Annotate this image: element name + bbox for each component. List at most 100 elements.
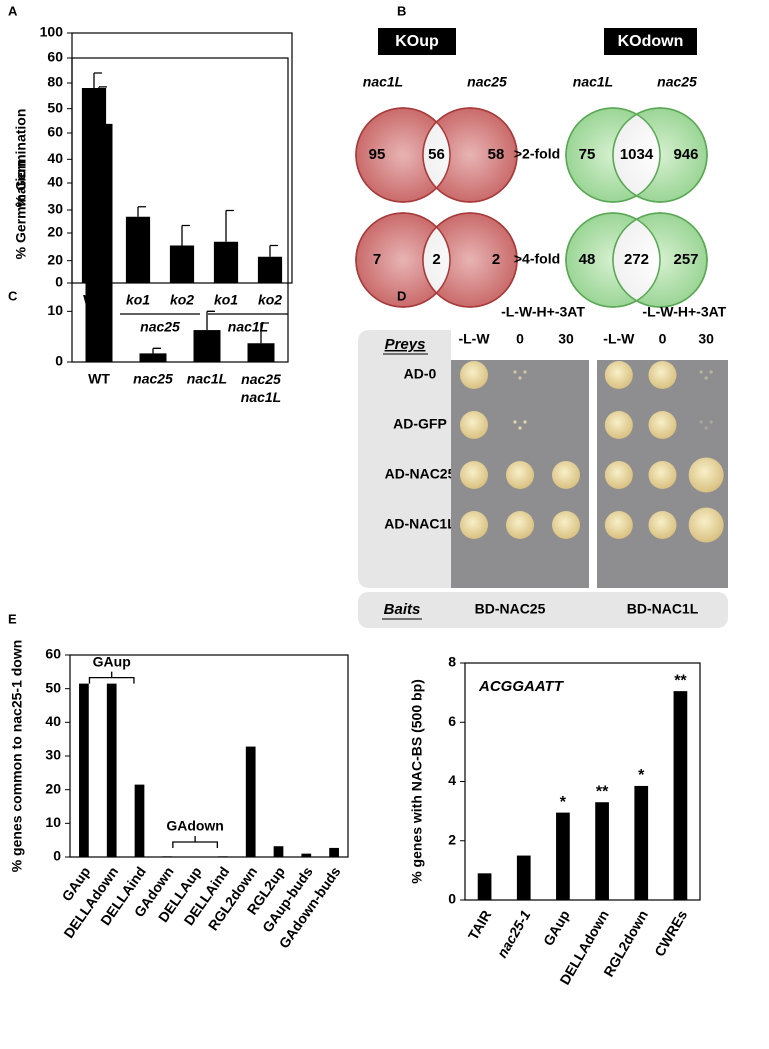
baits-label: Baits: [384, 601, 421, 618]
error-bar: [98, 86, 107, 124]
colony-speck: [523, 420, 527, 424]
x-tick-label: nac1L: [187, 371, 227, 387]
y-tick-label: 0: [448, 891, 456, 907]
error-bar: [93, 72, 102, 88]
colony: [604, 361, 633, 389]
media-header: -L-W-H+-3AT: [501, 304, 585, 320]
colony-speck: [518, 376, 522, 380]
x-tick-label: ko2: [170, 292, 194, 308]
conc-label: 30: [698, 331, 714, 347]
significance-label: *: [560, 794, 567, 811]
group-label: nac25: [140, 319, 180, 335]
colony: [604, 511, 633, 539]
error-bar: [225, 209, 234, 242]
venn-outline: [565, 107, 661, 203]
venn-count: 56: [428, 146, 445, 163]
y-tick-label: 6: [448, 713, 456, 729]
y-axis-label: % genes with NAC-BS (500 bp): [409, 679, 425, 884]
conc-label: 0: [659, 331, 667, 347]
y-axis-label: % genes common to nac25-1 down: [9, 640, 25, 873]
header-box: [378, 28, 456, 55]
colony: [506, 511, 534, 539]
y-tick-label: 80: [47, 74, 63, 90]
y-tick-label: 20: [45, 780, 61, 796]
y-tick-label: 30: [47, 201, 63, 217]
venn-count: 272: [624, 251, 649, 268]
x-tick-label: nac25 nac1L: [241, 371, 281, 405]
colony-speck: [704, 376, 708, 380]
bracket: [88, 671, 135, 684]
bar: [218, 856, 228, 857]
colony-speck: [699, 420, 703, 424]
venn-outline: [565, 212, 661, 308]
bar: [85, 123, 113, 362]
y-tick-label: 20: [47, 224, 63, 240]
colony-speck: [518, 426, 522, 430]
conc-label: 0: [516, 331, 524, 347]
x-tick-label: ko1: [214, 292, 238, 308]
colony: [648, 461, 677, 489]
error-bar: [152, 347, 161, 354]
header-box: [604, 28, 697, 55]
prey-label: AD-0: [404, 366, 437, 382]
preys-region: [358, 330, 451, 588]
bar: [634, 785, 649, 900]
panel-letter: D: [397, 288, 406, 303]
set-label: nac25: [657, 74, 697, 90]
control-label: -L-W: [603, 331, 635, 347]
set-label: nac25: [467, 74, 507, 90]
preys-label: Preys: [385, 336, 426, 353]
error-bar: [206, 310, 215, 331]
y-tick-label: 40: [47, 150, 63, 166]
venn-count: 2: [492, 251, 500, 268]
row-label: >2-fold: [514, 146, 560, 162]
colony: [460, 361, 488, 389]
bracket-label: GAdown: [166, 818, 224, 834]
venn-outline: [422, 212, 518, 308]
y-tick-label: 8: [448, 654, 456, 670]
bar: [213, 241, 239, 283]
significance-label: **: [596, 783, 609, 800]
media-header: -L-W-H+-3AT: [642, 304, 726, 320]
venn-count: 257: [673, 251, 698, 268]
bracket: [172, 836, 218, 848]
x-tick-label: WT: [88, 371, 110, 387]
bar: [245, 746, 256, 857]
y-tick-label: 20: [47, 251, 63, 267]
bait-label: BD-NAC25: [475, 601, 546, 617]
venn-outline: [355, 212, 451, 308]
y-tick-label: 0: [53, 848, 61, 864]
colony: [460, 461, 488, 489]
bar: [162, 856, 173, 857]
baits-region: [358, 592, 728, 628]
colony-speck: [709, 420, 713, 424]
prey-label: AD-NAC1L: [384, 516, 456, 532]
venn-header: KOdown: [618, 33, 684, 50]
set-label: nac1L: [363, 74, 403, 90]
colony: [648, 511, 677, 539]
venn-count: 1034: [620, 146, 654, 163]
bar: [273, 846, 284, 857]
y-tick-label: 50: [47, 99, 63, 115]
x-tick-label: nac25: [133, 371, 173, 387]
colony: [648, 361, 677, 389]
bar: [595, 802, 609, 900]
y-tick-label: 60: [45, 646, 61, 662]
colony: [688, 457, 724, 493]
y-tick-label: 60: [47, 49, 63, 65]
y-tick-label: 10: [45, 814, 61, 830]
conc-label: 30: [558, 331, 574, 347]
y-tick-label: 40: [45, 713, 61, 729]
colony: [460, 411, 488, 439]
colony: [552, 511, 580, 539]
colony: [604, 461, 633, 489]
error-bar: [137, 206, 146, 217]
control-label: -L-W: [458, 331, 490, 347]
venn-count: 946: [673, 146, 698, 163]
error-bar: [181, 224, 190, 246]
colony: [648, 411, 677, 439]
significance-label: *: [638, 767, 645, 784]
bar: [169, 245, 195, 283]
venn-count: 75: [579, 146, 596, 163]
bar: [139, 353, 167, 362]
